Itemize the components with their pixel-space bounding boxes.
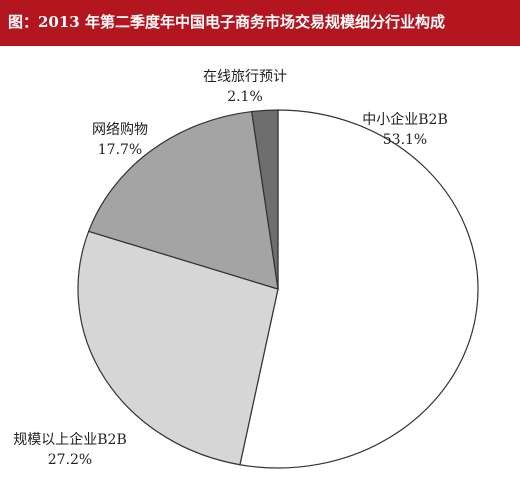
chart-title: 图：2013 年第二季度年中国电子商务市场交易规模细分行业构成 [8, 13, 445, 31]
pie-slice [239, 109, 479, 469]
pie-slice [77, 230, 279, 466]
slice-value-label: 2.1% [227, 89, 263, 105]
slice-label: 中小企业B2B [362, 111, 447, 128]
pie-slice [87, 110, 279, 290]
slice-label: 在线旅行预计 [203, 69, 287, 85]
title-banner [0, 0, 520, 46]
slice-value-label: 53.1% [383, 132, 427, 148]
slice-value-label: 27.2% [48, 452, 92, 468]
slice-label: 规模以上企业B2B [13, 431, 126, 448]
slice-label: 网络购物 [92, 122, 148, 138]
pie-slice [251, 109, 279, 290]
slice-value-label: 17.7% [98, 142, 142, 158]
